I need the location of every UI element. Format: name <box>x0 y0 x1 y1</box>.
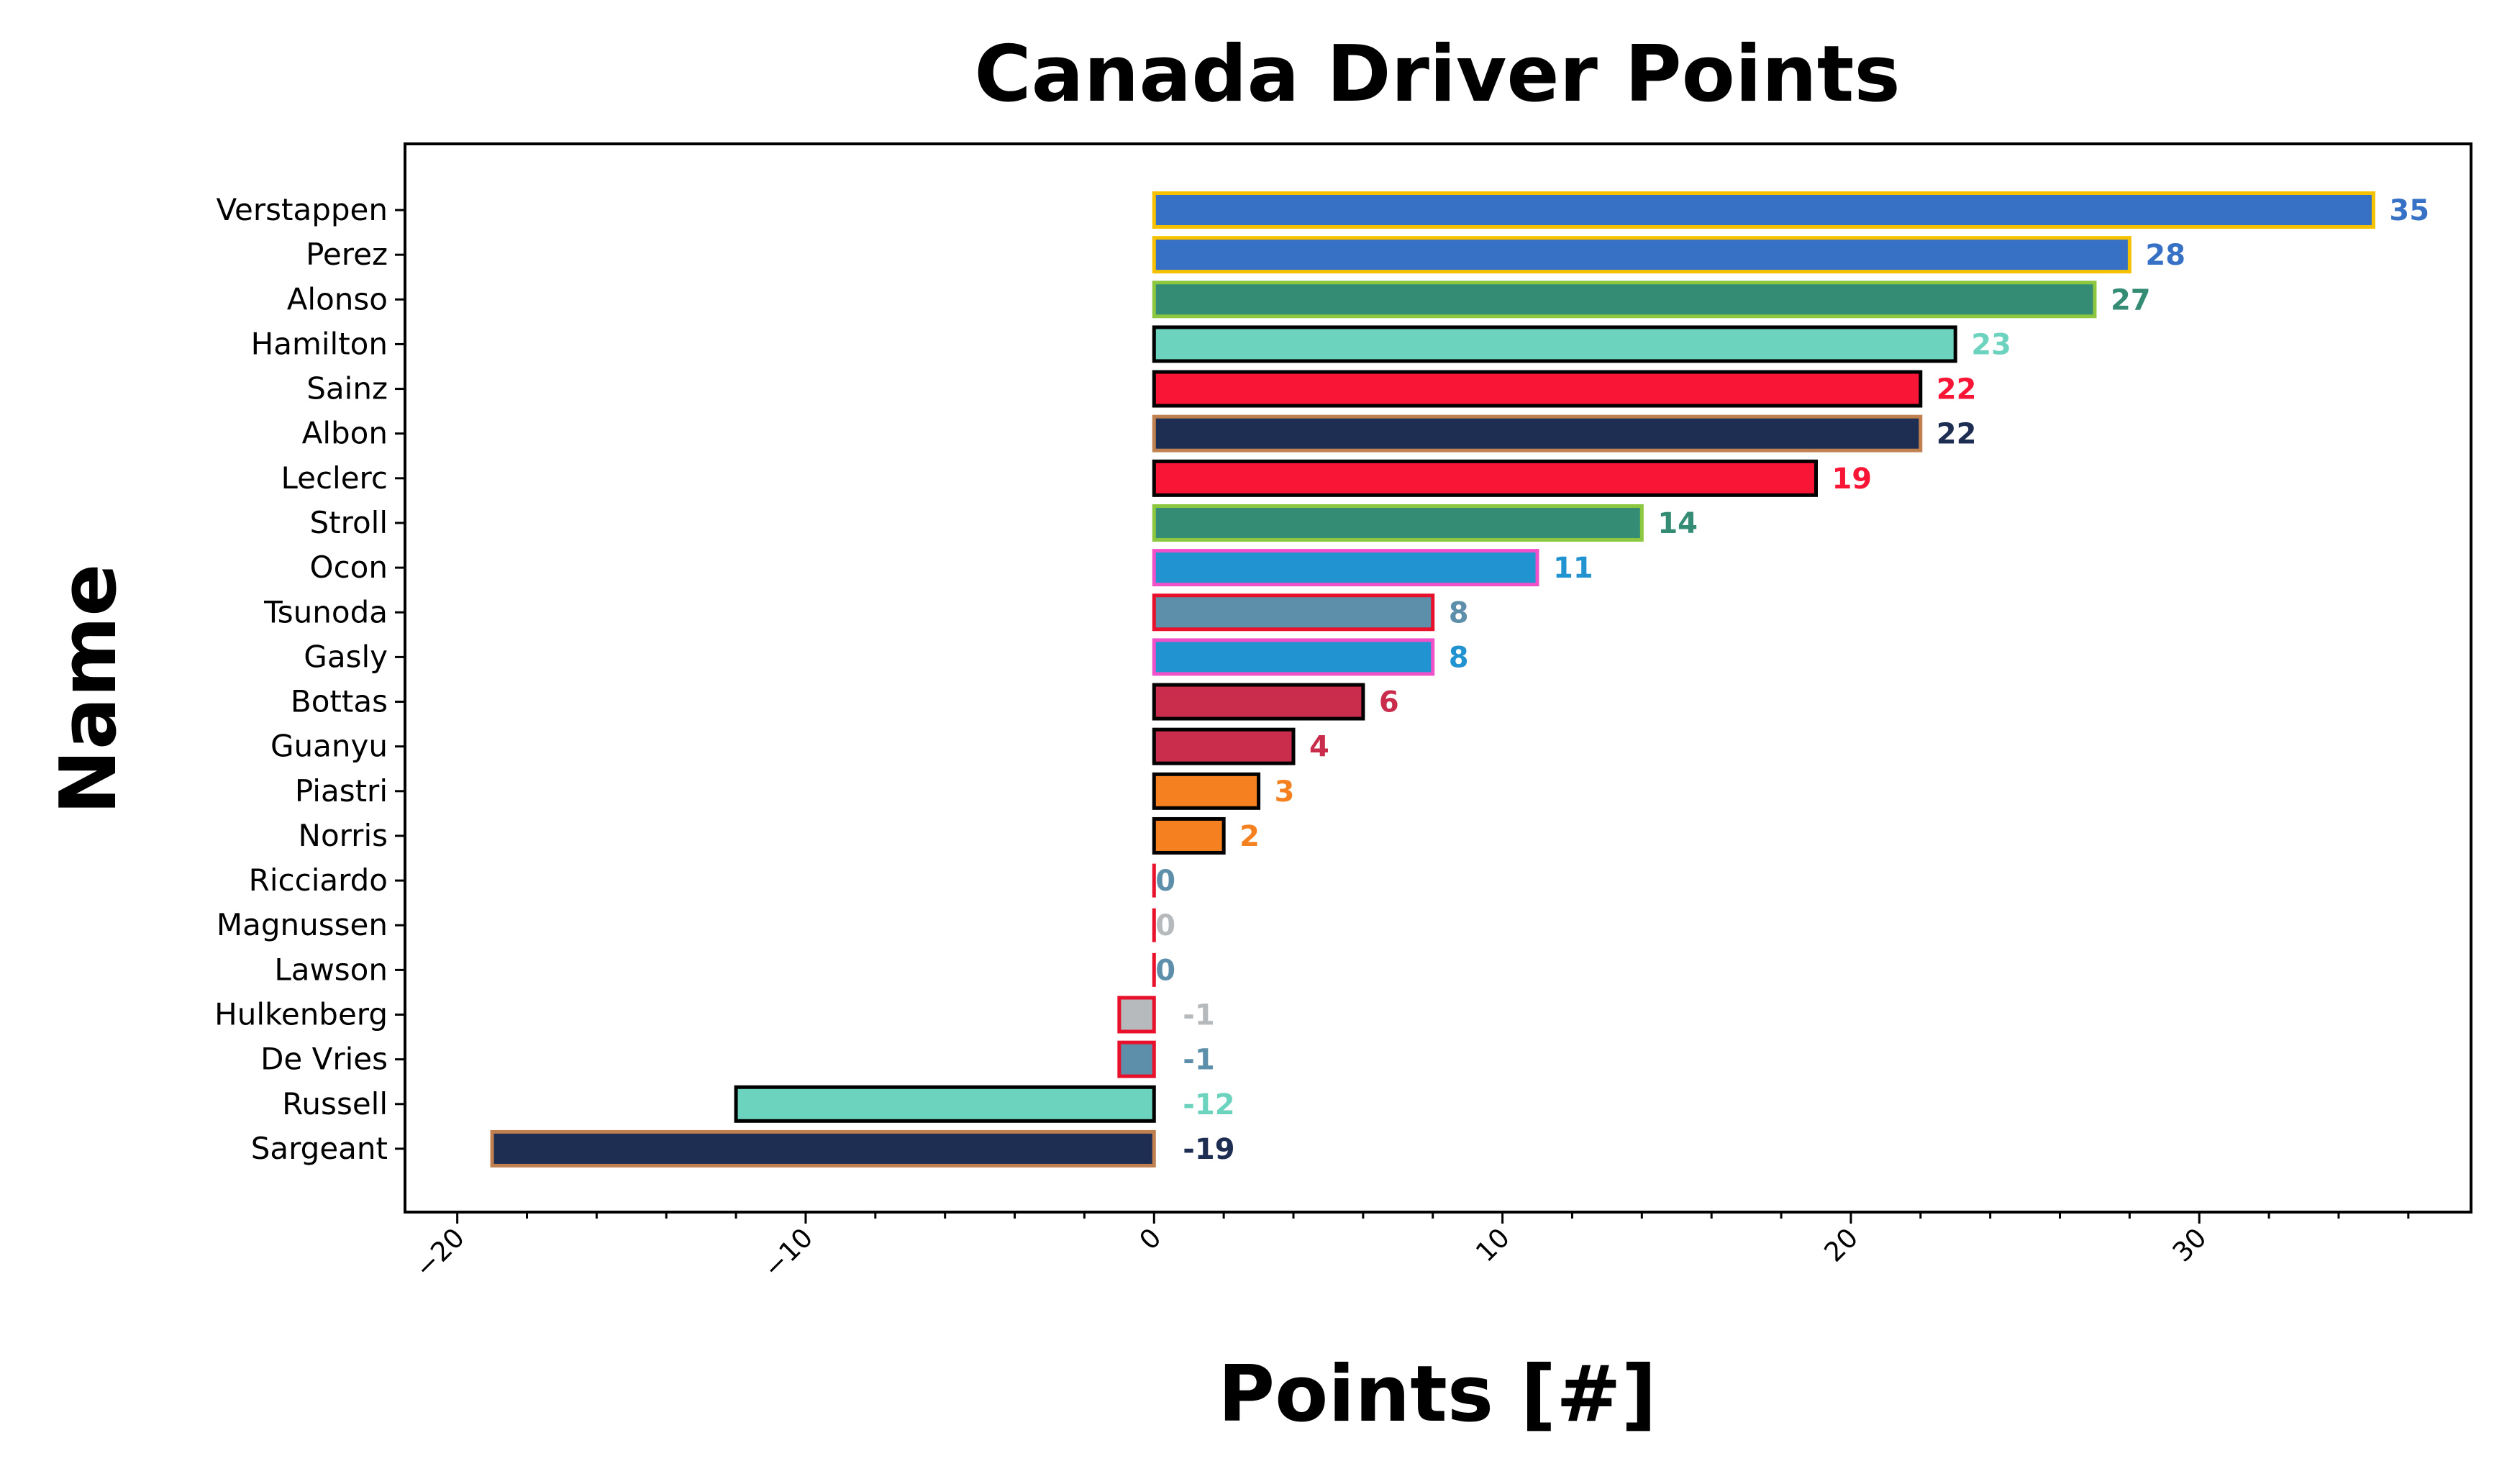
y-axis: Verstappen Perez Alonso Hamilton Sainz Albon L… <box>214 192 405 1166</box>
value-label-perez: 28 <box>2145 239 2185 272</box>
value-label-russell: -12 <box>1183 1088 1234 1121</box>
ytick-label-verstappen: Verstappen <box>217 192 388 227</box>
bars-layer <box>490 191 2375 1167</box>
ytick-label-hulkenberg: Hulkenberg <box>214 997 388 1032</box>
value-label-verstappen: 35 <box>2389 194 2429 227</box>
value-label-ricciardo: 0 <box>1155 865 1175 898</box>
xtick-label-1: −10 <box>757 1222 819 1284</box>
ytick-label-ocon: Ocon <box>310 550 388 585</box>
xtick-label-3: 10 <box>1470 1222 1516 1268</box>
xtick-label-2: 0 <box>1134 1222 1168 1256</box>
bar-sargeant <box>490 1129 1156 1167</box>
ytick-label-guanyu: Guanyu <box>270 729 388 764</box>
ytick-label-sainz: Sainz <box>306 371 388 406</box>
ytick-label-leclerc: Leclerc <box>281 460 388 496</box>
value-label-stroll: 14 <box>1657 507 1698 540</box>
y-axis-label: Name <box>44 563 134 814</box>
chart-title: Canada Driver Points <box>974 29 1900 119</box>
bar-perez <box>1152 236 2131 274</box>
x-axis-label: Points [#] <box>1218 1349 1657 1439</box>
ytick-label-de-vries: De Vries <box>260 1042 388 1077</box>
xtick-label-0: −20 <box>409 1222 470 1284</box>
value-label-tsunoda: 8 <box>1449 596 1469 629</box>
bar-piastri <box>1152 772 1261 810</box>
ytick-label-tsunoda: Tsunoda <box>263 594 388 629</box>
bar-hulkenberg <box>1117 996 1156 1034</box>
ytick-label-norris: Norris <box>299 818 388 853</box>
ytick-label-gasly: Gasly <box>304 639 388 674</box>
ytick-label-bottas: Bottas <box>291 684 388 719</box>
value-label-hulkenberg: -1 <box>1183 999 1214 1032</box>
ytick-label-perez: Perez <box>306 237 388 272</box>
ytick-label-albon: Albon <box>302 416 388 451</box>
value-label-de-vries: -1 <box>1183 1044 1214 1077</box>
value-label-leclerc: 19 <box>1832 463 1872 496</box>
value-label-magnussen: 0 <box>1155 909 1175 942</box>
bar-russell <box>734 1085 1156 1123</box>
bar-leclerc <box>1152 459 1818 497</box>
value-label-lawson: 0 <box>1155 954 1175 987</box>
ytick-label-magnussen: Magnussen <box>217 907 388 942</box>
ytick-label-sargeant: Sargeant <box>251 1131 388 1166</box>
bar-sainz <box>1152 370 1923 408</box>
xtick-label-4: 20 <box>1819 1222 1865 1268</box>
xtick-label-5: 30 <box>2167 1222 2213 1268</box>
bar-gasly <box>1152 638 1435 676</box>
ytick-label-ricciardo: Ricciardo <box>249 862 388 898</box>
ytick-label-lawson: Lawson <box>274 952 388 987</box>
ytick-label-alonso: Alonso <box>287 281 388 317</box>
value-label-gasly: 8 <box>1449 641 1469 674</box>
bar-verstappen <box>1152 191 2375 229</box>
value-label-piastri: 3 <box>1275 775 1295 809</box>
ytick-label-piastri: Piastri <box>295 773 388 809</box>
value-label-guanyu: 4 <box>1309 731 1329 764</box>
bar-guanyu <box>1152 727 1296 765</box>
bar-bottas <box>1152 683 1365 721</box>
value-label-ocon: 11 <box>1553 552 1593 585</box>
value-label-hamilton: 23 <box>1971 328 2011 361</box>
bar-de-vries <box>1117 1040 1156 1078</box>
bar-ocon <box>1152 549 1539 587</box>
x-axis: −20 −10 0 10 20 30 <box>409 1212 2410 1284</box>
value-label-sainz: 22 <box>1937 373 1977 406</box>
value-label-albon: 22 <box>1937 418 1977 451</box>
plot-frame <box>404 142 2472 1214</box>
bar-stroll <box>1152 504 1644 542</box>
ytick-label-russell: Russell <box>282 1086 388 1121</box>
bar-hamilton <box>1152 325 1957 363</box>
ytick-label-stroll: Stroll <box>309 505 388 540</box>
value-label-sargeant: -19 <box>1183 1133 1234 1166</box>
bar-tsunoda <box>1152 593 1435 632</box>
value-label-bottas: 6 <box>1379 686 1399 719</box>
value-label-alonso: 27 <box>2111 283 2151 317</box>
ytick-label-hamilton: Hamilton <box>251 326 388 361</box>
bar-alonso <box>1152 281 2097 319</box>
value-label-norris: 2 <box>1239 820 1260 853</box>
bar-albon <box>1152 414 1923 452</box>
bar-norris <box>1152 816 1226 855</box>
